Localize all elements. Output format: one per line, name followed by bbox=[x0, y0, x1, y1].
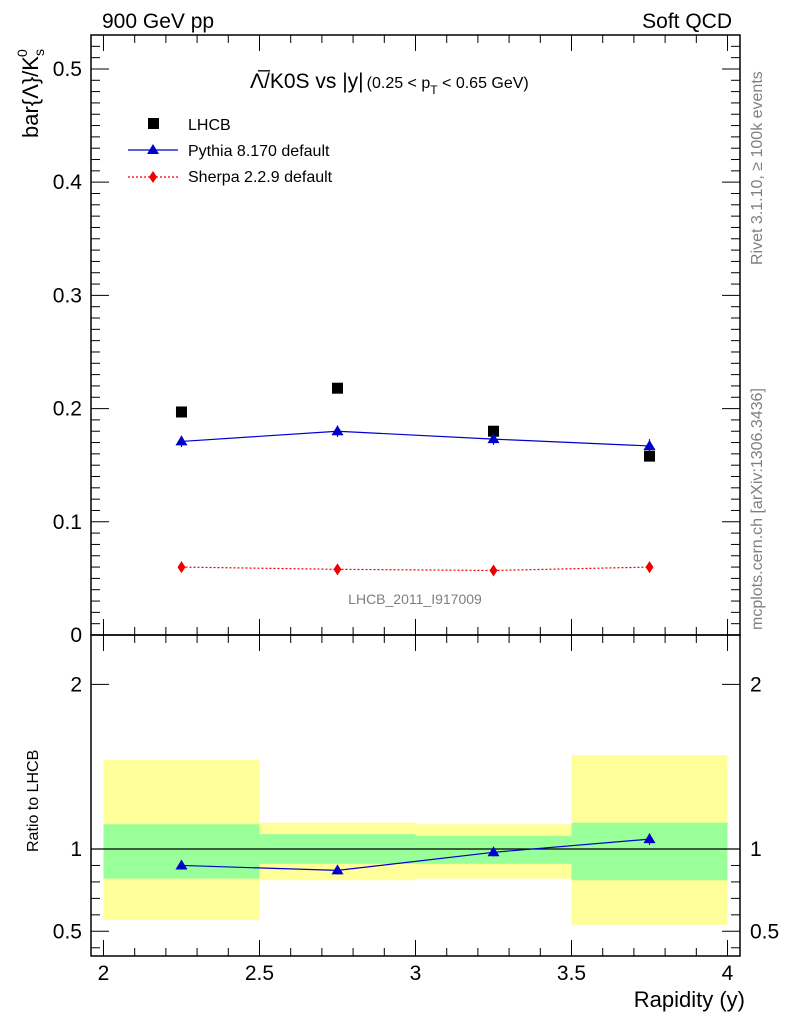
mcplots-label: mcplots.cern.ch [arXiv:1306.3436] bbox=[749, 388, 766, 630]
pythia-8-170-default-point bbox=[643, 439, 656, 450]
ratio-band-inner bbox=[103, 824, 260, 879]
sherpa-2-2-9-default-point bbox=[333, 563, 342, 576]
ratio-y-tick-label-left: 2 bbox=[70, 673, 82, 696]
ratio-pythia-8-170-default-point bbox=[487, 846, 500, 857]
main-y-tick-label: 0 bbox=[70, 624, 82, 647]
ratio-y-tick-label-right: 0.5 bbox=[750, 920, 779, 943]
legend: LHCB Pythia 8.170 default Sherpa 2.2.9 d… bbox=[128, 117, 333, 186]
main-y-tick-label: 0.5 bbox=[53, 58, 82, 81]
main-plot-title: Λ̅/K0S vs |y| (0.25 < pT < 0.65 GeV) bbox=[250, 70, 529, 97]
main-y-tick-label: 0.3 bbox=[53, 284, 82, 307]
sherpa-2-2-9-default-point bbox=[177, 561, 186, 574]
legend-marker-sherpa bbox=[149, 171, 157, 183]
main-y-axis-label: bar{Λ}/Ks0 bbox=[14, 49, 47, 138]
lhcb-point bbox=[175, 406, 187, 418]
ratio-pythia-8-170-default-point bbox=[643, 833, 656, 844]
x-tick-label: 2.5 bbox=[245, 962, 274, 985]
pythia-8-170-default-point bbox=[331, 425, 344, 436]
sherpa-2-2-9-default-line bbox=[181, 566, 650, 572]
ratio-y-axis-label: Ratio to LHCB bbox=[25, 750, 42, 852]
main-plot: 0 0.1 0.2 0.3 0.4 0.5 bbox=[53, 34, 741, 647]
rivet-label: Rivet 3.1.10, ≥ 100k events bbox=[749, 71, 766, 265]
sherpa-2-2-9-default-point bbox=[645, 561, 654, 574]
legend-marker-lhcb bbox=[148, 118, 159, 129]
x-tick-label: 3.5 bbox=[557, 962, 586, 985]
x-tick-label: 2 bbox=[98, 962, 110, 985]
ratio-y-tick-label-right: 2 bbox=[750, 673, 762, 696]
ratio-plot: 2 2.5 3 3.5 4 0.5 0.5 1 1 2 2 bbox=[53, 634, 779, 985]
lhcb-point bbox=[488, 425, 500, 437]
ratio-y-tick-label-right: 1 bbox=[750, 838, 762, 861]
legend-label-lhcb: LHCB bbox=[188, 117, 231, 134]
main-y-tick-label: 0.1 bbox=[53, 511, 82, 534]
header-right-label: Soft QCD bbox=[642, 10, 732, 33]
legend-label-sherpa: Sherpa 2.2.9 default bbox=[188, 169, 333, 186]
ratio-y-tick-label-left: 0.5 bbox=[53, 920, 82, 943]
lhcb-point bbox=[331, 382, 343, 394]
pythia-8-170-default-point bbox=[175, 435, 188, 446]
analysis-watermark: LHCB_2011_I917009 bbox=[348, 591, 482, 607]
legend-marker-pythia bbox=[147, 144, 159, 154]
ratio-band-inner bbox=[571, 822, 728, 881]
pythia-8-170-default-point bbox=[487, 433, 500, 444]
lhcb-point bbox=[644, 450, 656, 462]
main-y-tick-label: 0.2 bbox=[53, 398, 82, 421]
x-tick-label: 4 bbox=[722, 962, 734, 985]
pythia-8-170-default-line bbox=[181, 430, 650, 447]
header-left-label: 900 GeV pp bbox=[102, 10, 214, 33]
sherpa-2-2-9-default-point bbox=[489, 564, 498, 577]
x-axis-label: Rapidity (y) bbox=[634, 987, 745, 1012]
ratio-pythia-8-170-default-point bbox=[175, 859, 188, 870]
ratio-pythia-8-170-default-line bbox=[181, 838, 650, 872]
ratio-y-tick-label-left: 1 bbox=[70, 838, 82, 861]
legend-label-pythia: Pythia 8.170 default bbox=[188, 143, 330, 160]
ratio-pythia-8-170-default-point bbox=[331, 864, 344, 875]
main-y-tick-label: 0.4 bbox=[53, 171, 83, 194]
x-tick-label: 3 bbox=[410, 962, 422, 985]
